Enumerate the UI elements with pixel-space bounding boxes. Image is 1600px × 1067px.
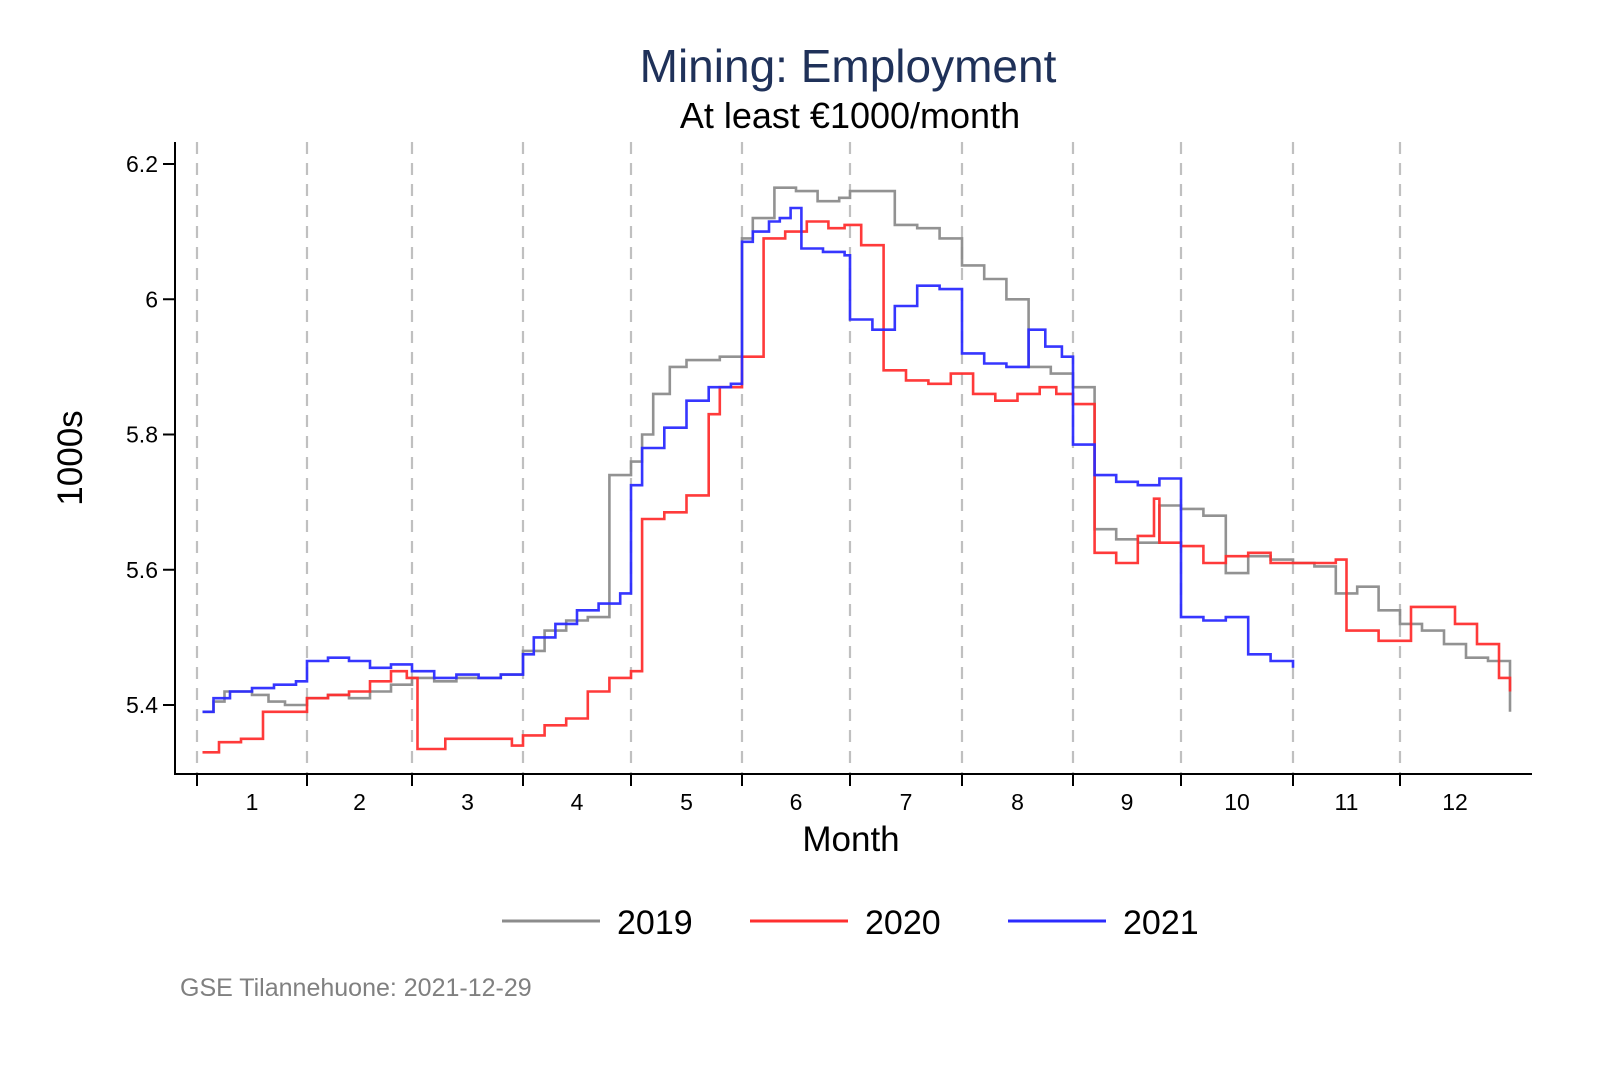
y-ticks: 5.4 5.6 5.8 6 6.2 bbox=[126, 151, 175, 718]
legend-label-2021: 2021 bbox=[1123, 904, 1199, 942]
series-line-2019 bbox=[202, 186, 1512, 714]
y-tick-label: 5.6 bbox=[126, 557, 158, 583]
x-tick-label: 9 bbox=[1121, 789, 1134, 815]
y-axis-title: 1000s bbox=[51, 410, 90, 505]
x-tick-label: 1 bbox=[246, 789, 259, 815]
series-line-2020 bbox=[202, 220, 1512, 754]
month-separators bbox=[195, 142, 1402, 773]
legend: 2019 2020 2021 bbox=[502, 904, 1199, 942]
chart-subtitle: At least €1000/month bbox=[680, 95, 1020, 136]
x-tick-label: 10 bbox=[1224, 789, 1250, 815]
x-tick-label: 7 bbox=[900, 789, 913, 815]
x-tick-label: 5 bbox=[680, 789, 693, 815]
x-tick-label: 12 bbox=[1442, 789, 1468, 815]
series-line-2021 bbox=[202, 206, 1295, 714]
source-note: GSE Tilannehuone: 2021-12-29 bbox=[180, 974, 532, 1002]
x-tick-label: 8 bbox=[1011, 789, 1024, 815]
x-tick-label: 11 bbox=[1335, 789, 1359, 815]
y-tick-label: 6 bbox=[145, 286, 158, 312]
y-tick-label: 5.4 bbox=[126, 692, 158, 718]
x-tick-label: 6 bbox=[790, 789, 803, 815]
x-axis-title: Month bbox=[802, 820, 899, 859]
y-tick-label: 5.8 bbox=[126, 422, 158, 448]
series-layer bbox=[202, 186, 1512, 754]
chart-title: Mining: Employment bbox=[640, 40, 1057, 92]
x-tick-label: 2 bbox=[353, 789, 366, 815]
x-tick-label: 3 bbox=[461, 789, 474, 815]
x-ticks: 1 2 3 4 5 6 7 8 9 10 11 12 bbox=[196, 774, 1468, 815]
legend-label-2020: 2020 bbox=[865, 904, 941, 942]
x-tick-label: 4 bbox=[571, 789, 584, 815]
y-tick-label: 6.2 bbox=[126, 151, 158, 177]
legend-label-2019: 2019 bbox=[617, 904, 693, 942]
